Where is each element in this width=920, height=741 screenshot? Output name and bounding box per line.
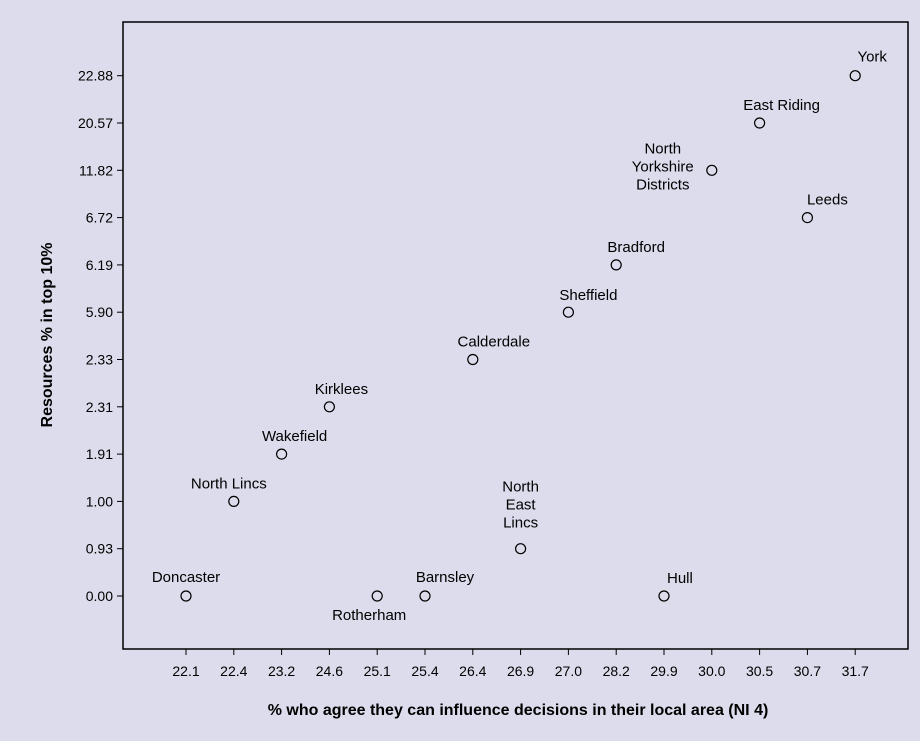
data-point xyxy=(801,212,814,224)
point-label: York xyxy=(857,49,887,66)
point-label: North Lincs xyxy=(191,475,267,492)
data-point xyxy=(706,164,718,176)
x-tick-label: 23.2 xyxy=(268,663,295,679)
data-points: Doncaster North Lincs Wakefield Kirklees Rot… xyxy=(152,49,888,624)
y-tick-label: 22.88 xyxy=(78,68,113,84)
y-axis-title: Resources % in top 10% xyxy=(39,243,56,428)
point-label: Hull xyxy=(667,570,693,587)
x-tick-label: 30.0 xyxy=(698,663,725,679)
y-tick-label: 2.33 xyxy=(86,352,113,368)
x-tick-label: 30.7 xyxy=(794,663,821,679)
data-point xyxy=(419,590,431,602)
point-label: Sheffield xyxy=(559,287,617,304)
y-tick-label: 1.00 xyxy=(86,493,113,509)
x-tick-label: 26.9 xyxy=(507,663,534,679)
data-point xyxy=(562,306,575,318)
data-point xyxy=(514,543,527,555)
data-point xyxy=(228,495,240,507)
y-tick-label: 1.91 xyxy=(86,446,113,462)
y-tick-label: 0.00 xyxy=(86,588,113,604)
data-point xyxy=(467,353,479,366)
x-axis: 22.1 22.4 23.2 24.6 25.1 25.4 26.4 26.9 27.0 28.2… xyxy=(172,649,869,679)
x-tick-label: 27.0 xyxy=(555,663,582,679)
data-point xyxy=(180,590,192,602)
x-tick-label: 30.5 xyxy=(746,663,773,679)
data-point xyxy=(658,590,670,602)
x-tick-label: 26.4 xyxy=(459,663,486,679)
x-tick-label: 24.6 xyxy=(316,663,343,679)
point-label: North Yorkshire Districts xyxy=(632,140,694,193)
x-tick-label: 25.1 xyxy=(364,663,391,679)
y-tick-label: 6.72 xyxy=(86,210,113,226)
point-label: North East Lincs xyxy=(502,479,539,532)
point-label: Leeds xyxy=(807,192,848,209)
x-tick-label: 25.4 xyxy=(411,663,438,679)
data-point xyxy=(276,448,288,460)
point-label: Kirklees xyxy=(315,381,368,398)
y-axis: 0.00 0.93 1.00 1.91 2.31 2.33 5.90 6.19 6.72 11.8… xyxy=(78,68,123,604)
point-label: Wakefield xyxy=(262,428,327,445)
x-tick-label: 28.2 xyxy=(603,663,630,679)
y-tick-label: 20.57 xyxy=(78,115,113,131)
data-point xyxy=(610,259,622,271)
x-axis-title: % who agree they can influence decisions… xyxy=(268,702,769,719)
point-label: East Riding xyxy=(743,97,820,114)
point-label: Rotherham xyxy=(332,607,406,624)
x-tick-label: 31.7 xyxy=(842,663,869,679)
y-tick-label: 0.93 xyxy=(86,541,113,557)
point-label: Calderdale xyxy=(458,334,531,351)
data-point xyxy=(371,590,383,602)
y-tick-label: 6.19 xyxy=(86,257,113,273)
point-label: Bradford xyxy=(607,239,665,256)
y-tick-label: 5.90 xyxy=(86,304,113,320)
x-tick-label: 22.4 xyxy=(220,663,247,679)
x-tick-label: 29.9 xyxy=(650,663,677,679)
point-label: Doncaster xyxy=(152,569,220,586)
point-label: Barnsley xyxy=(416,569,475,586)
data-point xyxy=(849,70,861,82)
x-tick-label: 22.1 xyxy=(172,663,199,679)
plot-area xyxy=(122,21,909,650)
data-point xyxy=(753,117,766,129)
y-tick-label: 2.31 xyxy=(86,399,113,415)
y-tick-label: 11.82 xyxy=(79,162,113,178)
data-point xyxy=(323,401,335,413)
